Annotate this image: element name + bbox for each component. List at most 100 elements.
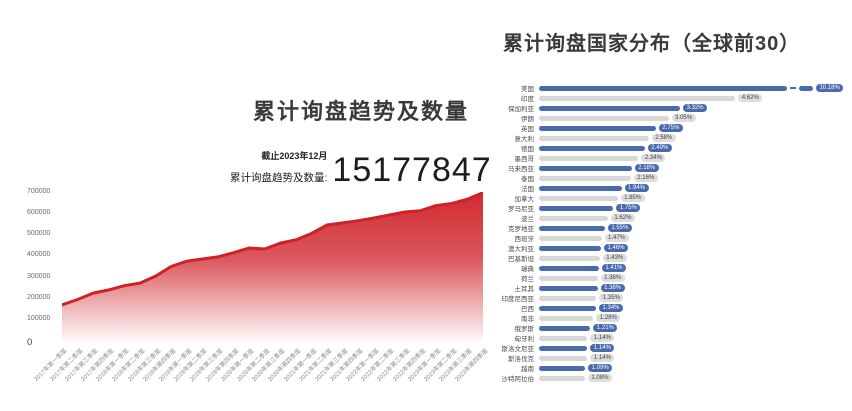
- bar-row: 克罗地亚 1.55%: [482, 223, 852, 233]
- value-badge: 1.38%: [600, 273, 625, 283]
- bar: [539, 265, 599, 271]
- value-badge: 2.75%: [658, 123, 683, 133]
- country-label: 巴基斯坦: [508, 256, 534, 263]
- value-badge: 1.21%: [593, 323, 618, 333]
- axis-break-dash: [790, 87, 796, 89]
- bar-row: 马来西亚 2.18%: [482, 163, 852, 173]
- bar-row: 越南 1.09%: [482, 363, 852, 373]
- bar-row: 伊朗 3.05%: [482, 113, 852, 123]
- value-badge: 1.47%: [604, 233, 629, 243]
- bar-row: 斯洛文尼亚 1.14%: [482, 343, 852, 353]
- bar: [539, 195, 618, 201]
- left-chart-title: 累计询盘趋势及数量: [253, 99, 470, 124]
- bar-row: 瑞典 1.41%: [482, 263, 852, 273]
- bar-row: 英国 2.75%: [482, 123, 852, 133]
- value-badge: 1.14%: [590, 333, 615, 343]
- bar-row: 泰国 2.16%: [482, 173, 852, 183]
- bar: [539, 155, 639, 161]
- bar: [539, 225, 605, 231]
- value-badge: 1.34%: [599, 303, 624, 313]
- country-label: 印度: [521, 96, 534, 103]
- value-badge: 1.62%: [610, 213, 635, 223]
- bar: [539, 105, 681, 111]
- bar: [539, 145, 645, 151]
- bar: [539, 355, 588, 361]
- cumulative-inquiry-stat: 截止2023年12月 累计询盘趋势及数量: 15177847: [230, 149, 492, 190]
- bar-row: 墨西哥 2.34%: [482, 153, 852, 163]
- country-label: 匈牙利: [514, 336, 535, 343]
- country-label: 克罗地亚: [508, 226, 534, 233]
- bar: [539, 205, 614, 211]
- stat-date: 截止2023年12月: [261, 151, 328, 161]
- value-badge: 1.94%: [624, 183, 649, 193]
- value-badge: 1.14%: [590, 353, 615, 363]
- y-axis-tick-label: 100000: [27, 315, 51, 323]
- bar: [539, 215, 608, 221]
- value-badge: 1.75%: [616, 203, 641, 213]
- bar-row: 匈牙利 1.14%: [482, 333, 852, 343]
- bar-row: 俄罗斯 1.21%: [482, 323, 852, 333]
- country-label: 英国: [521, 126, 534, 133]
- bar-row: 澳大利亚 1.46%: [482, 243, 852, 253]
- country-label: 罗马尼亚: [508, 206, 534, 213]
- value-badge: 1.43%: [602, 253, 627, 263]
- value-badge: 3.05%: [671, 113, 696, 123]
- value-badge: 2.49%: [647, 143, 672, 153]
- bar: [539, 305, 596, 311]
- country-label: 保加利亚: [508, 106, 534, 113]
- value-badge: 1.14%: [590, 343, 615, 353]
- area-series-line: [60, 191, 485, 307]
- value-badge: 2.34%: [641, 153, 666, 163]
- area-chart-svg: [60, 191, 485, 341]
- country-label: 南非: [521, 316, 534, 323]
- bar: [539, 275, 598, 281]
- country-label: 印度尼西亚: [501, 296, 535, 303]
- bar: [539, 345, 588, 351]
- bar-row: 德国 2.49%: [482, 143, 852, 153]
- stat-value: 15177847: [332, 151, 492, 190]
- bar-row: 土耳其 1.38%: [482, 283, 852, 293]
- y-axis-tick-label: 700000: [27, 187, 51, 195]
- value-badge: 1.41%: [601, 263, 626, 273]
- bar-row: 保加利亚 3.32%: [482, 103, 852, 113]
- country-label: 马来西亚: [508, 166, 534, 173]
- country-label: 土耳其: [514, 286, 535, 293]
- area-chart-x-axis: 2017年第一季度 2017年第二季度 2017年第三季度 2017年第四季度 2018…: [33, 343, 492, 409]
- country-label: 俄罗斯: [514, 326, 535, 333]
- country-label: 意大利: [514, 136, 535, 143]
- stat-label: 累计询盘趋势及数量:: [230, 172, 328, 184]
- bar: [539, 185, 622, 191]
- value-badge: 1.55%: [607, 223, 632, 233]
- value-badge: 1.28%: [596, 313, 621, 323]
- value-badge: 10.18%: [816, 83, 844, 93]
- bar: [539, 255, 600, 261]
- bar-row: 西班牙 1.47%: [482, 233, 852, 243]
- country-label: 加拿大: [514, 196, 535, 203]
- bar-row: 南非 1.28%: [482, 313, 852, 323]
- bar: [539, 295, 597, 301]
- value-badge: 2.16%: [633, 173, 658, 183]
- bar: [539, 325, 591, 331]
- value-badge: 1.09%: [588, 363, 613, 373]
- country-label: 澳大利亚: [508, 246, 534, 253]
- bar-segment-long: [539, 85, 787, 91]
- bar: [539, 245, 601, 251]
- country-label: 波兰: [521, 216, 534, 223]
- bar-row: 印度 4.62%: [482, 93, 852, 103]
- country-label: 伊朗: [521, 116, 534, 123]
- bar-row: 加拿大 1.85%: [482, 193, 852, 203]
- bar-row: 罗马尼亚 1.75%: [482, 203, 852, 213]
- bar-row: 斯洛伐克 1.14%: [482, 353, 852, 363]
- bar: [539, 115, 669, 121]
- bar-row: 巴西 1.34%: [482, 303, 852, 313]
- bar: [539, 375, 585, 381]
- value-badge: 1.46%: [604, 243, 629, 253]
- area-chart: [60, 191, 485, 341]
- country-label: 美国: [521, 86, 534, 93]
- y-axis-tick-label: 500000: [27, 230, 51, 238]
- country-label: 越南: [521, 366, 534, 373]
- country-label: 法国: [521, 186, 534, 193]
- value-badge: 4.62%: [738, 93, 763, 103]
- bar-row: 荷兰 1.38%: [482, 273, 852, 283]
- bar-row: 波兰 1.62%: [482, 213, 852, 223]
